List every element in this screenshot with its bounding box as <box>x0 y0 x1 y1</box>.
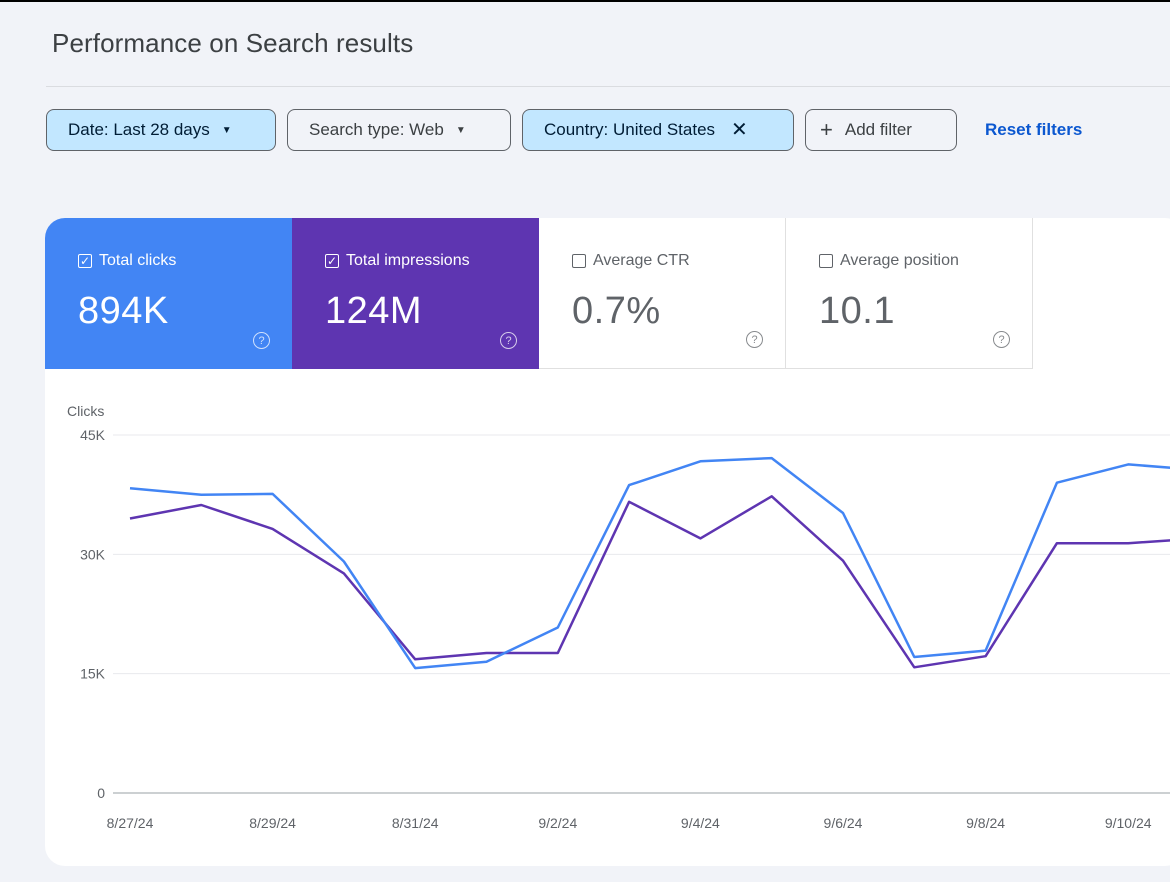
x-tick-label: 8/29/24 <box>249 815 296 831</box>
metric-label-row: Average position <box>819 252 959 270</box>
y-tick-label: 30K <box>80 546 106 562</box>
country-filter-label: Country: United States <box>544 120 716 139</box>
metric-value: 10.1 <box>819 290 895 332</box>
help-icon[interactable]: ? <box>746 331 763 348</box>
date-filter-chip[interactable]: Date: Last 28 days ▼ <box>46 109 276 151</box>
help-icon[interactable]: ? <box>500 332 517 349</box>
help-icon[interactable]: ? <box>993 331 1010 348</box>
x-tick-label: 9/8/24 <box>966 815 1005 831</box>
checkbox-checked-icon[interactable]: ✓ <box>325 254 339 268</box>
x-tick-label: 9/6/24 <box>824 815 863 831</box>
metric-value: 894K <box>78 290 169 332</box>
metric-label: Total clicks <box>99 252 177 269</box>
checkbox-unchecked-icon[interactable] <box>572 254 586 268</box>
y-axis-label: Clicks <box>67 403 104 419</box>
plus-icon: + <box>820 117 833 142</box>
reset-filters-link[interactable]: Reset filters <box>985 120 1083 139</box>
x-tick-label: 8/27/24 <box>107 815 154 831</box>
y-tick-label: 45K <box>80 427 106 443</box>
y-tick-label: 0 <box>97 785 105 801</box>
metric-label: Average position <box>840 252 959 269</box>
page-title: Performance on Search results <box>52 28 414 58</box>
y-tick-label: 15K <box>80 666 106 682</box>
metric-card-total-clicks[interactable]: ✓ Total clicks 894K ? <box>45 218 292 369</box>
close-icon[interactable]: ✕ <box>731 119 748 141</box>
date-filter-label: Date: Last 28 days <box>68 120 210 139</box>
add-filter-label: Add filter <box>844 120 912 139</box>
country-filter-chip[interactable]: Country: United States ✕ <box>522 109 794 151</box>
checkbox-checked-icon[interactable]: ✓ <box>78 254 92 268</box>
clicks-line-chart: Clicks 0 15K 30K 45K 8/27/24 8/29/24 8/31/24 9… <box>67 403 1170 831</box>
metric-label-row: ✓ Total clicks <box>78 252 176 270</box>
metric-card-total-impressions[interactable]: ✓ Total impressions 124M ? <box>292 218 539 369</box>
x-tick-label: 9/2/24 <box>538 815 577 831</box>
top-border <box>0 0 1170 2</box>
x-tick-label: 9/4/24 <box>681 815 720 831</box>
add-filter-button[interactable]: + Add filter <box>805 109 957 151</box>
series-line <box>129 495 1170 669</box>
x-tick-label: 9/10/24 <box>1105 815 1152 831</box>
x-tick-label: 8/31/24 <box>392 815 439 831</box>
search-type-filter-chip[interactable]: Search type: Web ▼ <box>287 109 511 151</box>
series-line <box>129 456 1170 670</box>
caret-down-icon: ▼ <box>455 124 466 136</box>
help-icon[interactable]: ? <box>253 332 270 349</box>
header-divider <box>46 86 1170 87</box>
caret-down-icon: ▼ <box>221 124 232 136</box>
checkbox-unchecked-icon[interactable] <box>819 254 833 268</box>
metric-label: Average CTR <box>593 252 690 269</box>
metric-value: 0.7% <box>572 290 661 332</box>
performance-panel: ✓ Total clicks 894K ? ✓ Total impression… <box>45 218 1170 866</box>
search-type-filter-label: Search type: Web <box>309 120 444 139</box>
metric-card-average-ctr[interactable]: Average CTR 0.7% ? <box>539 218 786 369</box>
metric-value: 124M <box>325 290 423 332</box>
metric-label-row: ✓ Total impressions <box>325 252 470 270</box>
metric-label: Total impressions <box>346 252 470 269</box>
metric-label-row: Average CTR <box>572 252 690 270</box>
metric-card-average-position[interactable]: Average position 10.1 ? <box>786 218 1033 369</box>
